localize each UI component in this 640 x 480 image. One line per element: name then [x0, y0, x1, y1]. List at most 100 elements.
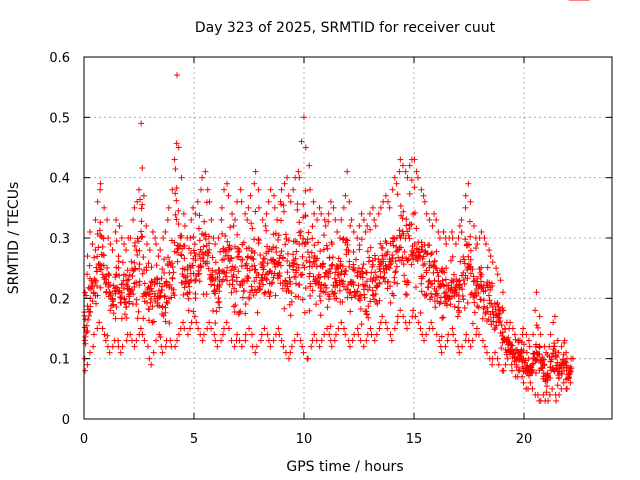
data-point — [357, 306, 364, 313]
data-point — [545, 397, 552, 404]
data-point — [469, 337, 476, 344]
data-point — [123, 247, 130, 254]
data-point — [348, 294, 355, 301]
data-point — [343, 236, 350, 243]
data-point — [421, 337, 428, 344]
data-point — [467, 247, 474, 254]
data-point — [203, 199, 210, 206]
data-point — [206, 240, 213, 247]
data-point — [162, 228, 169, 235]
data-point — [465, 253, 472, 260]
data-point — [455, 235, 462, 241]
data-point — [418, 280, 425, 287]
data-point — [107, 241, 114, 248]
data-point — [227, 224, 234, 231]
data-point — [371, 337, 378, 344]
data-point — [547, 375, 554, 382]
data-point — [273, 249, 280, 256]
data-point — [251, 249, 258, 256]
data-point — [161, 256, 168, 263]
data-point — [150, 349, 157, 356]
data-point — [321, 331, 328, 338]
data-point — [322, 222, 329, 229]
data-point — [401, 248, 408, 255]
data-point — [336, 235, 343, 241]
data-point — [267, 289, 274, 296]
data-point — [449, 325, 456, 332]
data-point — [185, 280, 192, 287]
data-point — [329, 261, 336, 268]
data-point — [290, 186, 297, 193]
data-point — [93, 300, 100, 307]
data-point — [87, 349, 94, 356]
data-point — [367, 298, 374, 305]
data-point — [326, 254, 333, 261]
data-point — [569, 355, 576, 362]
data-point — [364, 248, 371, 255]
data-point — [439, 314, 446, 321]
data-point — [236, 309, 243, 316]
data-point — [251, 278, 258, 285]
data-point — [235, 268, 242, 275]
data-point — [325, 296, 332, 303]
data-point — [291, 337, 298, 344]
data-point — [245, 204, 252, 211]
data-point — [409, 252, 416, 259]
data-point — [113, 304, 120, 311]
data-point — [149, 303, 156, 310]
data-point — [392, 268, 399, 275]
data-point — [245, 274, 252, 281]
data-point — [400, 208, 407, 215]
data-point — [467, 233, 474, 240]
data-point — [471, 299, 478, 306]
data-point — [311, 331, 318, 338]
data-point — [277, 262, 284, 269]
data-point — [238, 198, 245, 205]
data-point — [131, 259, 138, 266]
data-point — [435, 228, 442, 235]
data-point — [402, 168, 409, 175]
data-point — [119, 259, 126, 266]
data-point — [242, 301, 249, 308]
data-point — [208, 325, 215, 332]
y-tick-label: 0.1 — [49, 353, 70, 368]
data-point — [279, 285, 286, 292]
data-point — [131, 343, 138, 350]
data-point — [403, 325, 410, 332]
data-point — [387, 283, 394, 290]
data-point — [547, 331, 554, 338]
data-point — [447, 257, 454, 264]
data-point — [363, 337, 370, 344]
data-point — [477, 296, 484, 303]
data-point — [276, 259, 283, 266]
data-point — [117, 349, 124, 356]
data-point — [475, 304, 482, 311]
data-point — [563, 349, 570, 356]
data-point — [186, 245, 193, 252]
data-point — [499, 329, 506, 336]
data-point — [278, 248, 285, 255]
data-point — [342, 267, 349, 274]
data-point — [141, 337, 148, 344]
data-point — [385, 198, 392, 205]
data-point — [136, 261, 143, 268]
data-point — [393, 263, 400, 270]
data-point — [377, 240, 384, 247]
data-point — [346, 198, 353, 205]
data-point — [362, 282, 369, 289]
data-point — [470, 222, 477, 229]
data-point — [548, 356, 555, 363]
data-point — [175, 331, 182, 338]
data-point — [294, 206, 301, 213]
data-point — [140, 192, 147, 199]
data-point — [317, 297, 324, 304]
data-point — [400, 261, 407, 268]
data-point — [97, 232, 104, 239]
data-point — [253, 343, 260, 350]
data-point — [390, 242, 397, 249]
data-point — [192, 295, 199, 302]
data-point — [471, 309, 478, 316]
data-point — [201, 218, 208, 225]
data-point — [218, 204, 225, 211]
data-point — [101, 331, 108, 338]
